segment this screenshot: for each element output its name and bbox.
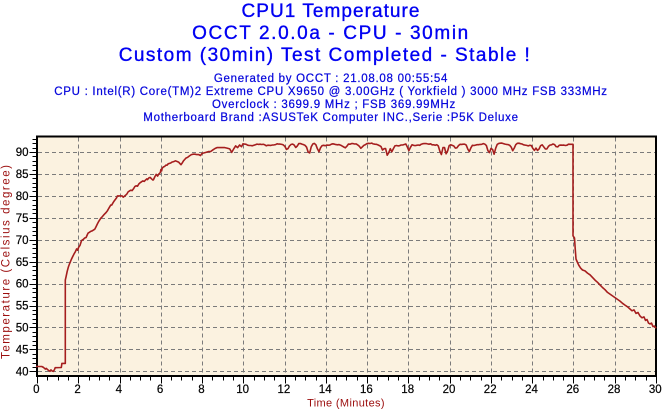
svg-text:0: 0 [33,384,39,396]
svg-text:28: 28 [608,384,621,396]
svg-text:65: 65 [16,257,29,269]
svg-text:12: 12 [278,384,291,396]
svg-text:80: 80 [16,191,29,203]
svg-text:Time (Minutes): Time (Minutes) [307,397,385,409]
svg-text:10: 10 [236,384,249,396]
svg-text:50: 50 [16,323,29,335]
svg-text:60: 60 [16,279,29,291]
svg-text:90: 90 [16,147,29,159]
svg-text:Temperature (Celsius degree): Temperature (Celsius degree) [1,163,13,359]
svg-text:4: 4 [116,384,123,396]
svg-text:2: 2 [74,384,80,396]
svg-text:70: 70 [16,235,29,247]
svg-text:20: 20 [443,384,456,396]
svg-text:40: 40 [16,366,29,378]
svg-text:14: 14 [319,384,332,396]
svg-text:8: 8 [198,384,204,396]
svg-text:75: 75 [16,213,29,225]
svg-text:85: 85 [16,169,29,181]
svg-text:24: 24 [525,384,538,396]
svg-text:18: 18 [401,384,414,396]
svg-text:26: 26 [566,384,579,396]
svg-text:30: 30 [649,384,662,396]
svg-text:16: 16 [360,384,373,396]
svg-text:55: 55 [16,301,29,313]
svg-text:6: 6 [157,384,163,396]
svg-text:45: 45 [16,345,29,357]
svg-text:22: 22 [484,384,497,396]
